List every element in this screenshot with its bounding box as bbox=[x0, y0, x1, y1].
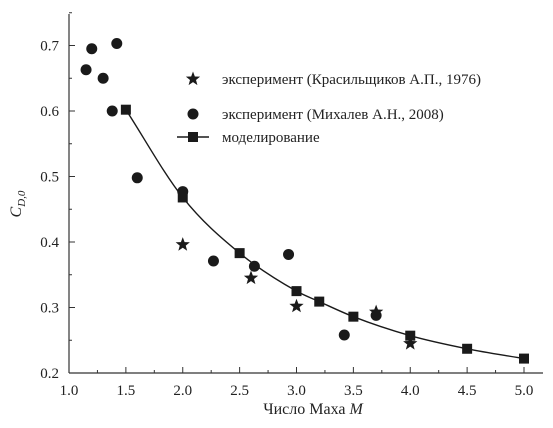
square-point bbox=[519, 353, 529, 364]
square-point bbox=[120, 104, 131, 115]
circle-point bbox=[283, 248, 295, 260]
square-point bbox=[462, 343, 473, 354]
x-tick-label: 3.5 bbox=[344, 383, 363, 399]
x-axis-ticks: 1.0 1.5 2.0 2.5 3.0 3.5 4.0 4.5 5.0 bbox=[60, 367, 534, 399]
circle-point bbox=[111, 38, 123, 50]
legend-label: эксперимент (Михалев А.Н., 2008) bbox=[222, 107, 444, 123]
legend-label: эксперимент (Красильщиков А.П., 1976) bbox=[222, 72, 481, 88]
circle-point bbox=[338, 329, 350, 341]
x-tick-label: 2.0 bbox=[173, 383, 192, 399]
circle-point bbox=[370, 309, 382, 321]
star-point bbox=[175, 237, 190, 251]
y-axis-title: CD,0 bbox=[8, 190, 28, 217]
legend-label: моделирование bbox=[222, 130, 320, 146]
star-point bbox=[243, 270, 259, 285]
series-line-modeling bbox=[125, 109, 525, 360]
circle-point bbox=[207, 255, 219, 267]
legend: эксперимент (Красильщиков А.П., 1976) экс… bbox=[177, 71, 481, 146]
y-tick-label: 0.3 bbox=[40, 301, 59, 317]
y-tick-label: 0.2 bbox=[40, 366, 59, 382]
circle-point bbox=[248, 260, 260, 272]
circle-point bbox=[86, 43, 98, 55]
legend-marker bbox=[185, 71, 201, 86]
circle-point bbox=[97, 72, 109, 84]
y-tick-label: 0.7 bbox=[40, 39, 59, 55]
x-tick-label: 3.0 bbox=[287, 383, 306, 399]
square-point bbox=[405, 330, 416, 341]
x-tick-label: 1.0 bbox=[60, 383, 79, 399]
x-axis-title: Число Маха M bbox=[263, 401, 364, 418]
y-axis-ticks: 0.2 0.3 0.4 0.5 0.6 0.7 bbox=[40, 12, 75, 382]
legend-marker bbox=[187, 108, 199, 120]
x-tick-label: 4.5 bbox=[458, 383, 477, 399]
square-point bbox=[348, 311, 359, 322]
x-tick-label: 4.0 bbox=[401, 383, 420, 399]
x-tick-label: 1.5 bbox=[117, 383, 136, 399]
x-tick-label: 5.0 bbox=[515, 383, 534, 399]
square-point bbox=[177, 192, 188, 203]
circle-point bbox=[106, 105, 118, 117]
legend-marker bbox=[188, 132, 198, 142]
star-point bbox=[403, 336, 418, 350]
square-point bbox=[291, 286, 302, 297]
square-point bbox=[314, 296, 325, 307]
axes bbox=[68, 14, 543, 374]
circle-point bbox=[131, 172, 143, 184]
y-tick-label: 0.4 bbox=[40, 235, 59, 251]
star-point bbox=[289, 298, 304, 313]
circle-point bbox=[80, 64, 92, 76]
model-curve bbox=[125, 109, 525, 360]
data-marks bbox=[80, 38, 529, 364]
y-tick-label: 0.6 bbox=[40, 104, 59, 120]
y-tick-label: 0.5 bbox=[40, 170, 59, 186]
x-tick-label: 2.5 bbox=[230, 383, 249, 399]
square-point bbox=[234, 248, 245, 259]
